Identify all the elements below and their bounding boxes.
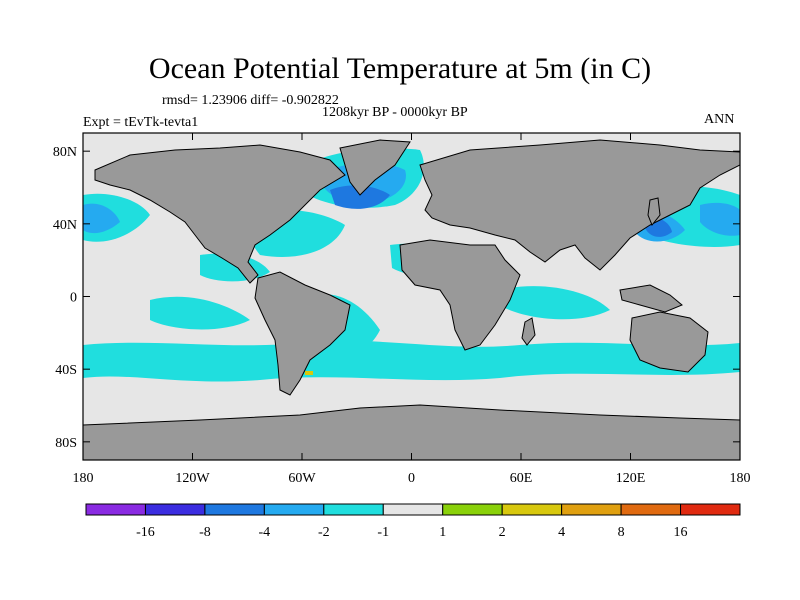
axis-ticks: 180 120W 60W 0 60E 120E 180 80N 40N 0 40S 80S [53,133,751,486]
colorbar-label: 4 [558,525,565,540]
colorbar-label: 16 [674,525,688,540]
land-japan [647,197,661,226]
colorbar-box [442,503,503,516]
lat-tick-label: 80S [55,436,77,451]
colorbar-box [680,503,741,516]
colorbar-box [501,503,563,516]
land-south-america [254,271,351,396]
stats-text: rmsd= 1.23906 diff= -0.902822 [162,93,339,108]
lat-tick-label: 0 [70,291,77,306]
colorbar-box [323,503,384,516]
land-africa [399,239,521,351]
plot-title: Ocean Potential Temperature at 5m (in C) [148,52,652,85]
anomaly-indian-ocean [500,286,610,320]
lon-tick-label: 120W [175,471,210,486]
anomaly-southern-band [83,340,740,382]
land-north-america [94,144,346,284]
lon-tick-label: 0 [408,471,415,486]
colorbar-box [620,503,682,516]
colorbar-label: 1 [439,525,446,540]
lat-tick-label: 40N [53,218,77,233]
lon-tick-label: 60E [510,471,533,486]
experiment-text: Expt = tEvTk-tevta1 [83,115,199,130]
anomaly-subpolar-gyre [330,185,390,209]
map-area [83,133,740,460]
colorbar-label: -16 [136,525,155,540]
lon-tick-label: 60W [288,471,316,486]
land-antarctica [83,404,740,460]
colorbar-label: -2 [318,525,330,540]
lat-tick-label: 40S [55,363,77,378]
land-maritime-continent [619,284,683,313]
land-madagascar [521,317,536,346]
colorbar-box [561,503,622,516]
colorbar-label: -4 [259,525,271,540]
anomaly-warm-patagonia [305,371,313,375]
colorbar-label: -8 [199,525,211,540]
land-masses [83,139,740,460]
colorbar-box [85,503,146,516]
colorbar-box [382,503,444,516]
colorbar-box [263,503,325,516]
colorbar-box [144,503,206,516]
colorbar-label: 2 [499,525,506,540]
colorbar-label: -1 [377,525,389,540]
lon-tick-label: 180 [73,471,94,486]
anomaly-south-pacific [150,296,250,330]
lon-tick-label: 180 [730,471,751,486]
anomaly-north-pacific-east-mid [700,202,740,236]
season-text: ANN [704,112,735,127]
lon-tick-label: 120E [616,471,646,486]
anomaly-north-pacific-mid [83,203,120,234]
period-text: 1208kyr BP - 0000kyr BP [322,105,468,120]
land-australia [629,311,709,373]
colorbar-box [204,503,265,516]
land-greenland [339,139,411,196]
lat-tick-label: 80N [53,145,77,160]
land-eurasia [419,139,740,271]
colorbar-label: 8 [618,525,625,540]
colorbar: -16 -8 -4 -2 -1 1 2 4 8 16 [85,503,741,540]
